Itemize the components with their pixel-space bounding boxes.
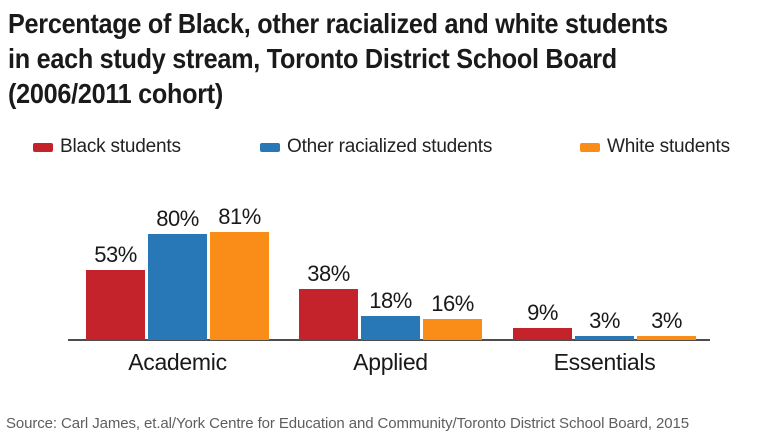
bar-applied-1	[361, 316, 420, 340]
legend-label-black-students: Black students	[60, 136, 181, 157]
category-label-essentials: Essentials	[553, 349, 656, 375]
legend-label-other-racialized-students: Other racialized students	[287, 136, 493, 157]
legend-item-black-students: Black students	[33, 134, 181, 160]
chart-legend: Black students Other racialized students…	[0, 134, 780, 160]
legend-swatch-black-students-icon	[33, 142, 53, 152]
legend-item-white-students: White students	[580, 134, 730, 160]
chart-title: Percentage of Black, other racialized an…	[8, 6, 741, 111]
bar-essentials-2	[637, 336, 696, 340]
bar-value-label-applied-2: 16%	[431, 291, 474, 316]
bar-value-label-academic-2: 81%	[218, 204, 261, 229]
source-note: Source: Carl James, et.al/York Centre fo…	[6, 415, 690, 432]
bar-value-label-applied-1: 18%	[369, 288, 412, 313]
bar-value-label-essentials-1: 3%	[589, 308, 620, 333]
bar-value-label-academic-1: 80%	[156, 206, 199, 231]
bar-value-label-essentials-0: 9%	[527, 300, 558, 325]
legend-swatch-other-racialized-students-icon	[260, 142, 280, 152]
chart-title-line-1: Percentage of Black, other racialized an…	[8, 8, 668, 39]
bar-academic-1	[148, 234, 207, 340]
x-axis-line	[68, 339, 710, 341]
bar-academic-0	[86, 270, 145, 340]
legend-label-white-students: White students	[607, 136, 730, 157]
bar-applied-2	[423, 319, 482, 340]
legend-swatch-white-students-icon	[580, 142, 600, 152]
category-label-applied: Applied	[353, 349, 428, 375]
bar-value-label-essentials-2: 3%	[651, 308, 682, 333]
chart-title-line-3: (2006/2011 cohort)	[8, 78, 224, 109]
bar-value-label-academic-0: 53%	[94, 242, 137, 267]
bar-academic-2	[210, 232, 269, 340]
bar-applied-0	[299, 289, 358, 340]
bar-essentials-0	[513, 328, 572, 340]
legend-item-other-racialized-students: Other racialized students	[260, 134, 492, 160]
bar-essentials-1	[575, 336, 634, 340]
bar-value-label-applied-0: 38%	[307, 261, 350, 286]
category-label-academic: Academic	[128, 349, 227, 375]
chart-title-line-2: in each study stream, Toronto District S…	[8, 43, 617, 74]
